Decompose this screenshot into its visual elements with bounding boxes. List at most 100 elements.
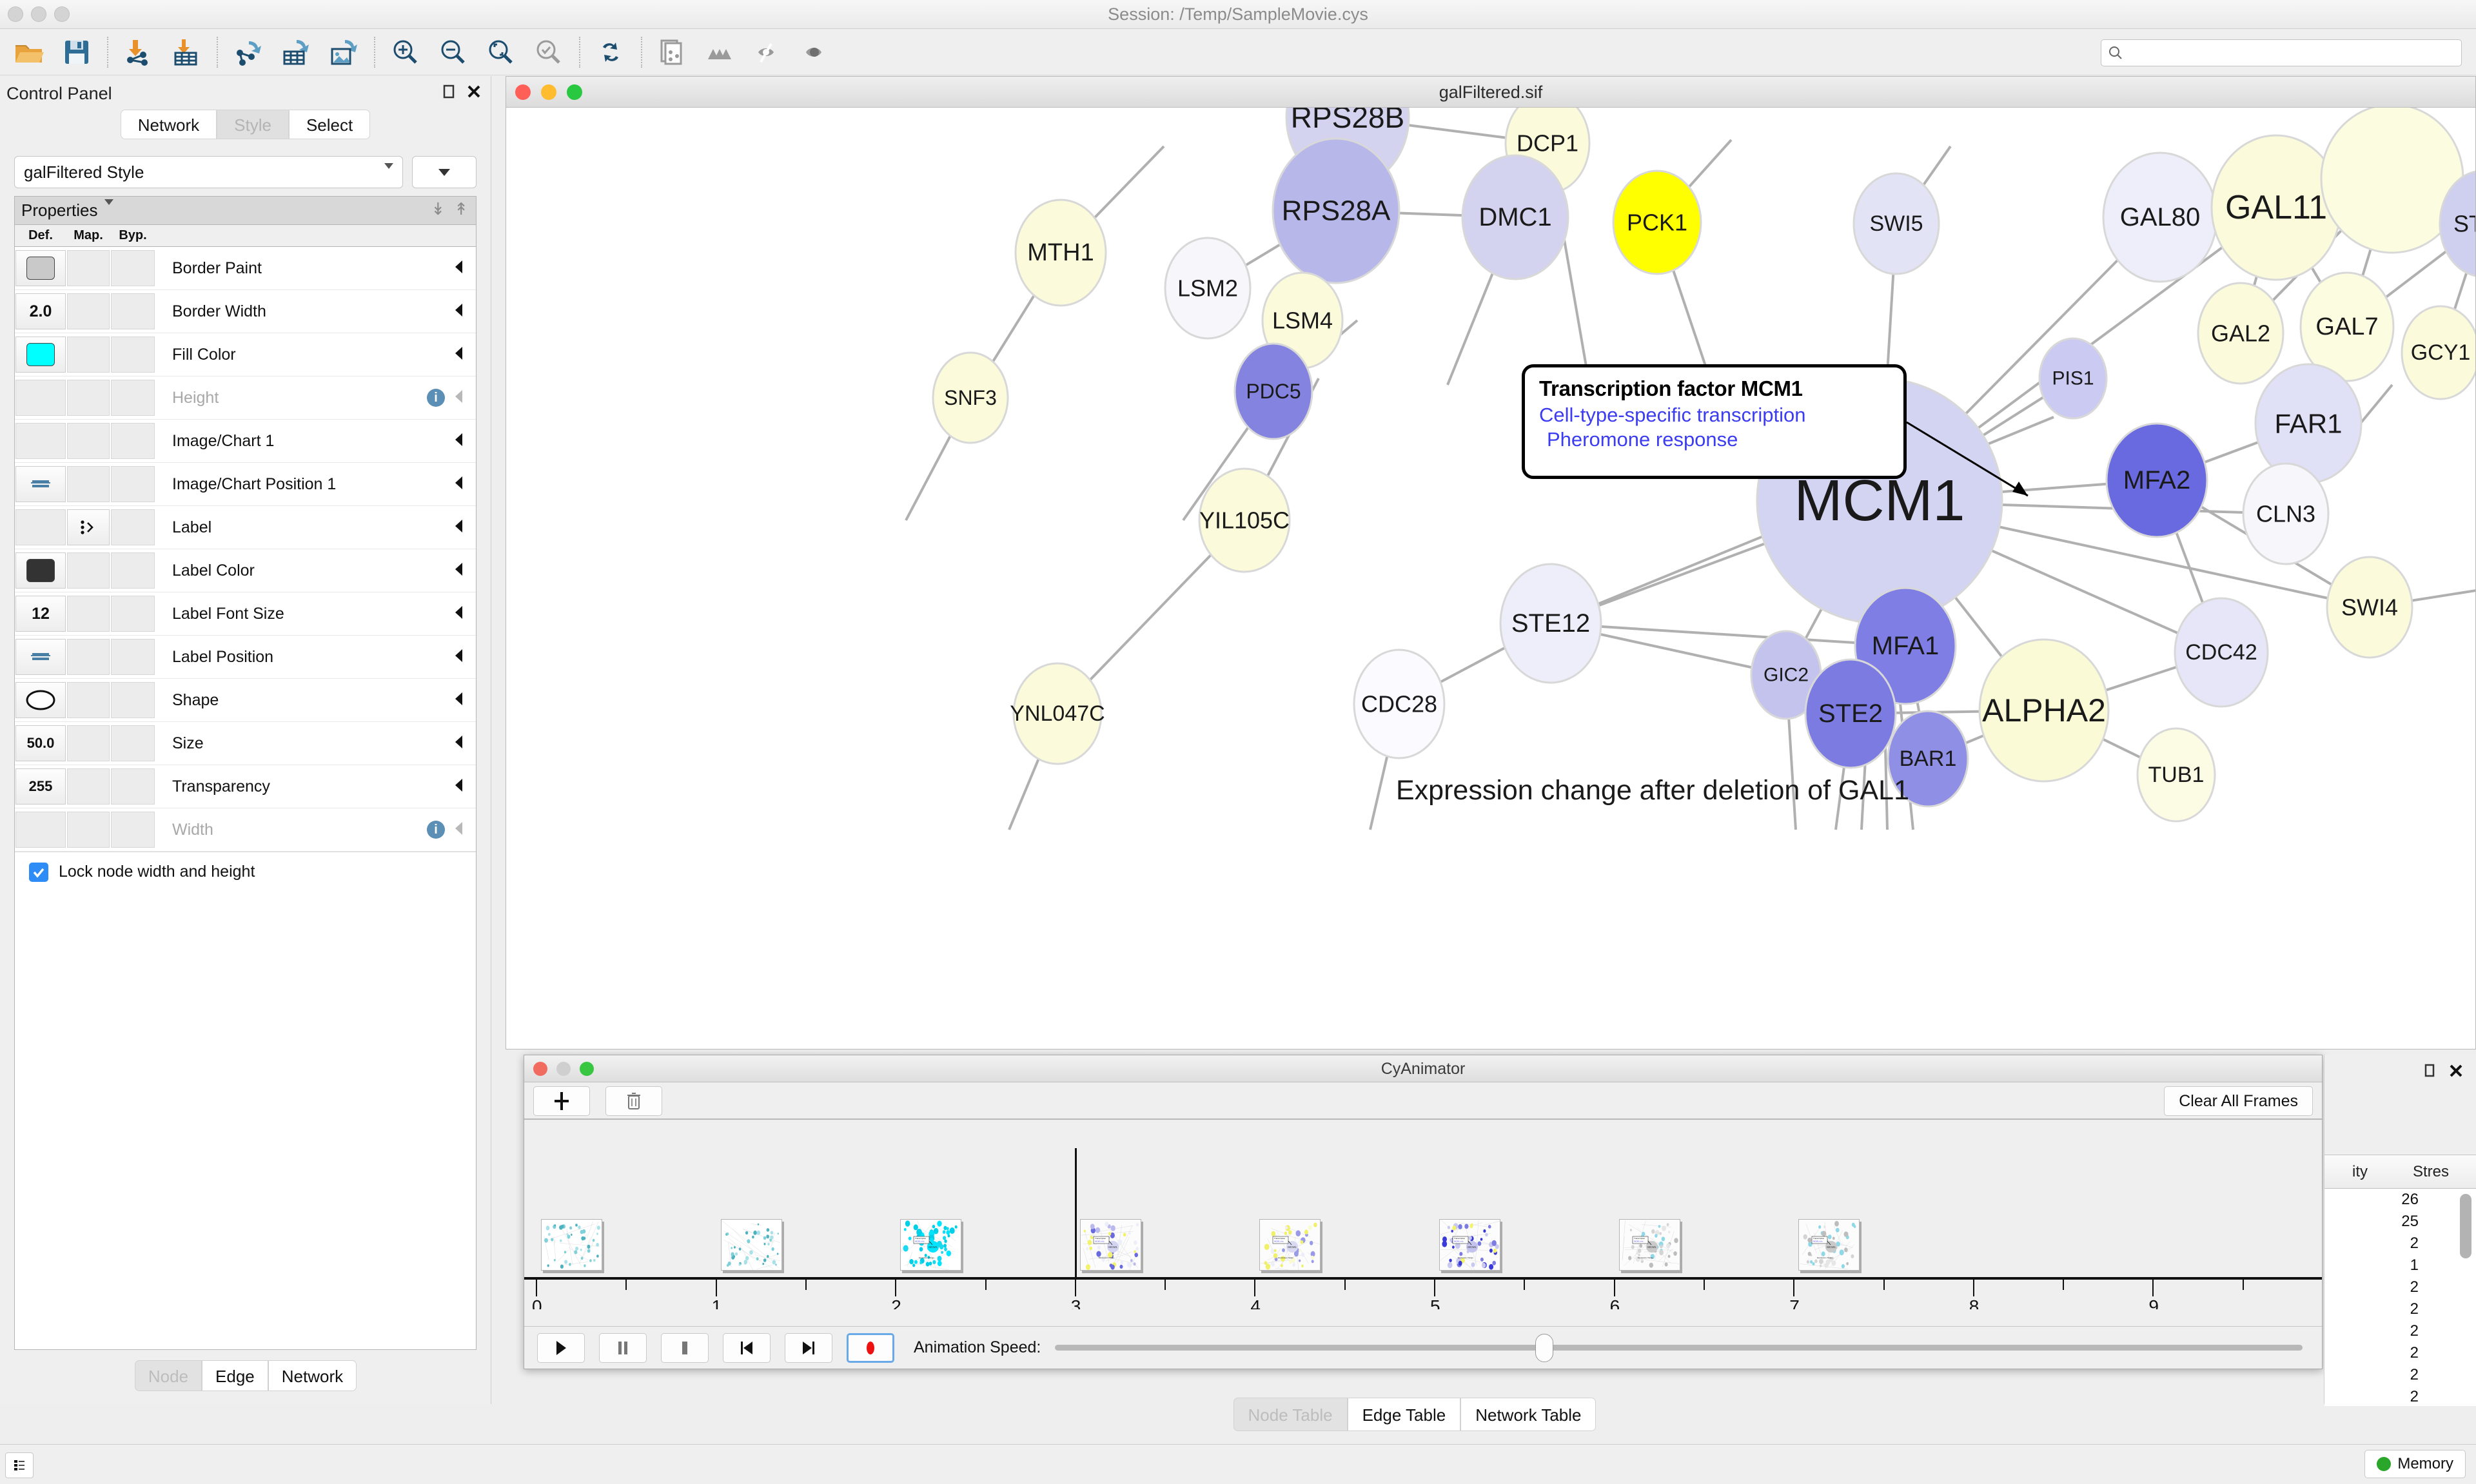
network-node[interactable]: PCK1	[1612, 170, 1702, 275]
chevron-left-icon[interactable]	[454, 562, 464, 580]
open-folder-icon[interactable]	[5, 29, 53, 75]
network-node[interactable]: YIL105C	[1198, 467, 1291, 573]
timeline-frame[interactable]: MCM1 Transcription MCM1 info Expression cha…	[1439, 1219, 1500, 1271]
property-default-cell[interactable]	[15, 552, 66, 589]
property-default-cell[interactable]	[15, 639, 66, 675]
chevron-left-icon[interactable]	[454, 476, 464, 493]
network-node[interactable]: YNL047C	[1010, 662, 1105, 765]
tab-node-table[interactable]: Node Table	[1233, 1398, 1348, 1431]
save-icon[interactable]	[53, 29, 101, 75]
network-node[interactable]: SWI5	[1852, 172, 1940, 275]
network-node[interactable]: CLN3	[2242, 462, 2330, 565]
property-row[interactable]: Width i	[15, 808, 476, 852]
zoom-out-icon[interactable]	[429, 29, 477, 75]
property-mapping-cell[interactable]	[67, 250, 110, 286]
tab-style[interactable]: Style	[217, 110, 289, 139]
table-row[interactable]: 1	[2324, 1255, 2476, 1276]
property-row[interactable]: Image/Chart 1	[15, 420, 476, 463]
step-back-button[interactable]	[723, 1333, 771, 1363]
property-mapping-cell[interactable]	[67, 725, 110, 761]
property-row[interactable]: Image/Chart Position 1	[15, 463, 476, 506]
refresh-icon[interactable]	[587, 29, 634, 75]
delete-frame-button[interactable]	[605, 1086, 662, 1116]
property-default-cell[interactable]	[15, 250, 66, 286]
network-node[interactable]: SWI4	[2326, 556, 2413, 659]
property-default-cell[interactable]	[15, 337, 66, 373]
network-node[interactable]: CDC28	[1353, 649, 1446, 759]
network-node[interactable]: SNF3	[932, 351, 1009, 444]
tab-network-style[interactable]: Network	[268, 1360, 357, 1391]
network-node[interactable]: CDC42	[2174, 597, 2269, 708]
play-button[interactable]	[537, 1333, 585, 1363]
property-mapping-cell[interactable]	[67, 682, 110, 718]
minimize-window-button[interactable]	[31, 6, 46, 22]
property-default-cell[interactable]: 2.0	[15, 293, 66, 329]
property-default-cell[interactable]	[15, 380, 66, 416]
property-row[interactable]: Fill Color	[15, 333, 476, 376]
property-row[interactable]: 255 Transparency	[15, 765, 476, 808]
property-bypass-cell[interactable]	[111, 596, 155, 632]
property-default-cell[interactable]	[15, 509, 66, 545]
property-mapping-cell[interactable]	[67, 812, 110, 848]
property-bypass-cell[interactable]	[111, 423, 155, 459]
network-node[interactable]: GAL2	[2197, 282, 2284, 385]
table-row[interactable]: 2	[2324, 1386, 2476, 1408]
expand-all-icon[interactable]: ↡	[431, 199, 446, 219]
show-all-icon[interactable]	[792, 29, 840, 75]
property-row[interactable]: Label Position	[15, 636, 476, 679]
close-network-window-button[interactable]	[515, 84, 531, 100]
new-network-icon[interactable]	[649, 29, 696, 75]
network-node[interactable]: BAR1	[1887, 710, 1969, 808]
tab-node[interactable]: Node	[134, 1360, 202, 1391]
network-node[interactable]: RPS28A	[1272, 137, 1400, 284]
property-mapping-cell[interactable]	[67, 337, 110, 373]
property-default-cell[interactable]	[15, 682, 66, 718]
chevron-left-icon[interactable]	[454, 821, 464, 839]
export-network-icon[interactable]	[224, 29, 272, 75]
network-node[interactable]: MFA2	[2105, 422, 2208, 538]
network-node[interactable]: TUB1	[2136, 727, 2216, 823]
network-node[interactable]: GIC2	[1750, 630, 1822, 720]
search-box[interactable]	[2101, 39, 2462, 66]
record-button[interactable]	[847, 1333, 894, 1363]
chevron-left-icon[interactable]	[454, 649, 464, 666]
chevron-left-icon[interactable]	[454, 433, 464, 450]
add-frame-button[interactable]	[533, 1086, 590, 1116]
float-panel-icon[interactable]	[442, 84, 457, 103]
network-node[interactable]: STE2	[1804, 658, 1897, 769]
tab-network[interactable]: Network	[120, 110, 217, 139]
tab-edge-table[interactable]: Edge Table	[1347, 1398, 1461, 1431]
property-bypass-cell[interactable]	[111, 812, 155, 848]
network-node[interactable]: FAR1	[2254, 363, 2363, 484]
timeline-frame[interactable]: MCM1 Transcription MCM1 info Expression cha…	[1618, 1219, 1680, 1271]
style-options-button[interactable]	[412, 156, 477, 188]
column-header-stress[interactable]: Stres	[2412, 1162, 2449, 1180]
property-mapping-cell[interactable]	[67, 509, 110, 545]
chevron-left-icon[interactable]	[454, 346, 464, 364]
step-forward-button[interactable]	[785, 1333, 832, 1363]
property-bypass-cell[interactable]	[111, 293, 155, 329]
pause-button[interactable]	[599, 1333, 647, 1363]
property-row[interactable]: Height i	[15, 376, 476, 420]
property-bypass-cell[interactable]	[111, 768, 155, 805]
chevron-left-icon[interactable]	[454, 389, 464, 407]
import-table-icon[interactable]	[162, 29, 210, 75]
float-table-panel-icon[interactable]	[2423, 1064, 2437, 1081]
property-mapping-cell[interactable]	[67, 466, 110, 502]
search-input[interactable]	[2123, 44, 2446, 62]
table-row[interactable]: 25	[2324, 1211, 2476, 1233]
chevron-left-icon[interactable]	[454, 260, 464, 277]
tab-network-table[interactable]: Network Table	[1460, 1398, 1597, 1431]
timeline-frame[interactable]: MCM1 Transcription MCM1 info Expression cha…	[900, 1219, 962, 1271]
network-node[interactable]: ALPHA2	[1978, 638, 2110, 783]
property-row[interactable]: 2.0 Border Width	[15, 290, 476, 333]
tab-edge[interactable]: Edge	[202, 1360, 268, 1391]
tab-select[interactable]: Select	[288, 110, 371, 139]
timeline-frame[interactable]	[720, 1219, 782, 1271]
cyanimator-timeline[interactable]: MCM1 Transcription MCM1 info Expression cha…	[524, 1148, 2322, 1309]
info-icon[interactable]: i	[427, 389, 445, 407]
table-row[interactable]: 2	[2324, 1276, 2476, 1298]
property-default-cell[interactable]: 50.0	[15, 725, 66, 761]
info-icon[interactable]: i	[427, 821, 445, 839]
zoom-fit-icon[interactable]	[477, 29, 525, 75]
